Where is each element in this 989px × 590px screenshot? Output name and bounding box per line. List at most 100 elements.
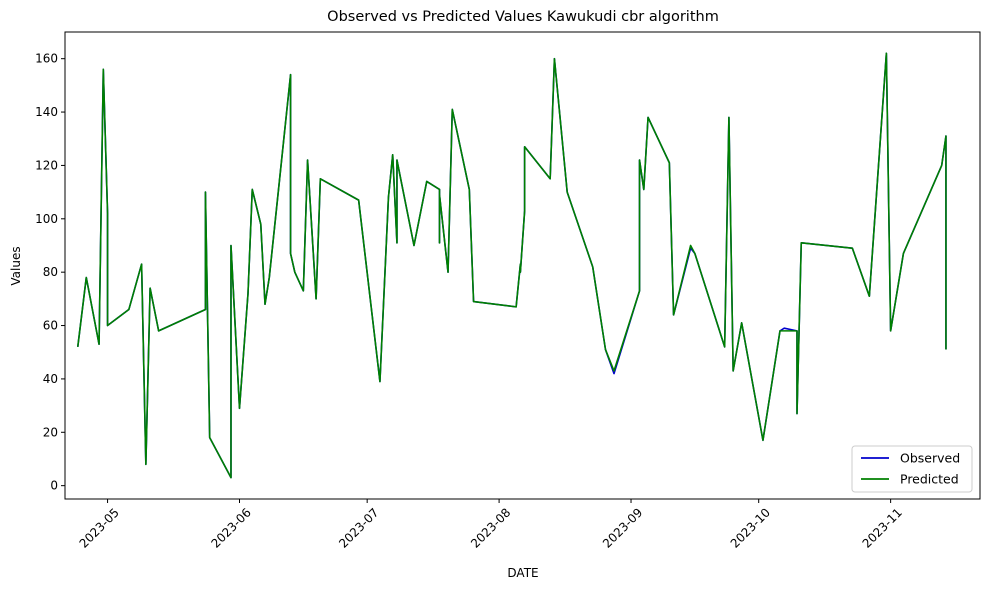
data-point-predicted [779,330,781,332]
data-point-predicted [592,266,594,268]
data-point-predicted [515,306,517,308]
data-point-predicted [902,252,904,254]
data-point-predicted [668,162,670,164]
data-point-predicted [638,290,640,292]
y-tick-label: 60 [43,319,58,333]
data-point-predicted [723,346,725,348]
data-point-predicted [566,191,568,193]
x-tick-label: 2023-09 [600,505,645,550]
data-point-predicted [472,300,474,302]
data-point-predicted [289,74,291,76]
x-tick-label: 2023-10 [728,505,773,550]
data-point-predicted [85,276,87,278]
data-point-predicted [247,292,249,294]
data-point-predicted [638,159,640,161]
data-point-predicted [128,308,130,310]
data-point-predicted [230,244,232,246]
data-point-predicted [438,188,440,190]
data-point-predicted [643,188,645,190]
data-point-predicted [740,322,742,324]
data-point-predicted [77,346,79,348]
data-point-predicted [889,330,891,332]
x-tick-label: 2023-08 [468,505,513,550]
data-point-predicted [523,210,525,212]
plot-frame [64,31,981,500]
data-point-predicted [106,324,108,326]
data-point-predicted [357,199,359,201]
data-point-predicted [549,178,551,180]
data-point-predicted [315,298,317,300]
data-point-predicted [102,68,104,70]
y-tick-label: 100 [35,212,58,226]
x-tick-label: 2023-05 [77,505,122,550]
y-tick-label: 160 [35,52,58,66]
data-point-predicted [145,463,147,465]
data-point-predicted [851,247,853,249]
data-point-predicted [689,244,691,246]
data-point-predicted [209,436,211,438]
x-axis: 2023-05 2023-06 2023-07 2023-08 2023-09 2023-… [77,499,905,551]
chart-title: Observed vs Predicted Values Kawukudi cb… [327,9,719,25]
x-axis-title: DATE [507,566,538,580]
y-axis-title: Values [9,246,23,285]
data-point-predicted [204,191,206,193]
data-point-predicted [230,476,232,478]
data-point-predicted [447,271,449,273]
data-point-predicted [438,242,440,244]
data-point-predicted [885,52,887,54]
data-point-predicted [604,348,606,350]
data-point-predicted [319,178,321,180]
y-axis: 0 20 40 60 80 100 120 140 160 [35,52,65,493]
data-point-predicted [140,263,142,265]
data-point-predicted [106,212,108,214]
data-point-predicted [268,276,270,278]
legend-label-observed: Observed [900,451,960,466]
data-point-predicted [149,287,151,289]
data-point-predicted [204,308,206,310]
data-point-predicted [264,303,266,305]
plot-area [64,31,981,500]
data-point-predicted [260,223,262,225]
data-point-predicted [451,108,453,110]
data-point-predicted [413,244,415,246]
data-point-predicted [613,370,615,372]
data-point-predicted [553,57,555,59]
data-point-predicted [426,180,428,182]
data-point-predicted [523,146,525,148]
data-point-predicted [783,330,785,332]
data-point-predicted [379,380,381,382]
data-point-predicted [396,242,398,244]
data-point-observed [613,372,615,374]
data-point-predicted [941,164,943,166]
data-point-predicted [468,188,470,190]
data-point-predicted [868,295,870,297]
data-point-predicted [672,314,674,316]
y-tick-label: 140 [35,105,58,119]
y-tick-label: 20 [43,425,58,439]
x-tick-label: 2023-06 [208,505,253,550]
data-point-predicted [694,252,696,254]
x-tick-label: 2023-07 [336,505,381,550]
data-point-predicted [647,116,649,118]
data-point-predicted [519,271,521,273]
data-point-predicted [396,159,398,161]
data-point-predicted [387,196,389,198]
data-point-predicted [251,188,253,190]
data-point-predicted [294,271,296,273]
y-tick-label: 40 [43,372,58,386]
data-point-predicted [945,135,947,137]
x-tick-label: 2023-11 [860,505,905,550]
y-tick-label: 0 [50,479,58,493]
y-tick-label: 120 [35,158,58,172]
data-point-predicted [732,370,734,372]
data-point-predicted [392,154,394,156]
data-point-predicted [800,242,802,244]
legend-label-predicted: Predicted [900,472,959,487]
data-point-predicted [796,330,798,332]
data-point-predicted [519,263,521,265]
series-layer [76,52,947,479]
data-point-predicted [728,116,730,118]
series-line-observed [76,52,947,479]
data-point-predicted [796,412,798,414]
